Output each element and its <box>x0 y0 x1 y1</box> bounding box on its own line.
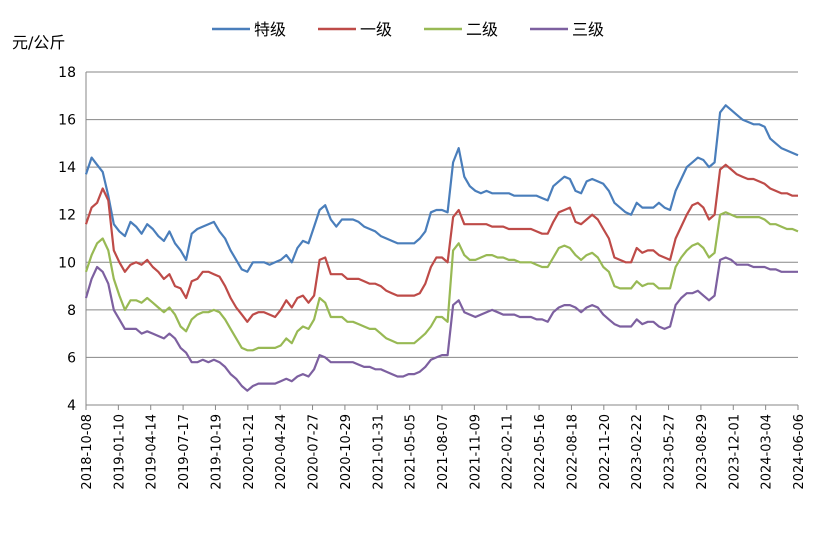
x-tick-label: 2023-02-22 <box>630 414 645 490</box>
legend: 特级 一级 二级 三级 <box>212 20 604 39</box>
y-tick-label: 4 <box>67 398 76 414</box>
legend-label: 特级 <box>254 20 286 39</box>
series-line-4 <box>84 256 798 392</box>
x-tick-label: 2018-10-08 <box>80 414 95 490</box>
x-tick-label: 2019-04-14 <box>145 414 160 490</box>
x-tick-label: 2024-06-06 <box>792 414 807 490</box>
series-line-3 <box>84 211 799 352</box>
x-tick-label: 2020-04-24 <box>274 414 289 490</box>
x-tick-label: 2022-08-18 <box>565 414 580 490</box>
x-tick-label: 2021-11-09 <box>468 414 483 490</box>
x-tick-label: 2022-11-20 <box>598 414 613 490</box>
grid-lines <box>86 71 798 358</box>
legend-label: 一级 <box>360 20 392 39</box>
data-series <box>84 104 799 392</box>
x-tick-label: 2023-12-01 <box>727 414 742 490</box>
x-tick-label: 2022-02-11 <box>501 414 516 490</box>
x-tick-label: 2021-05-05 <box>404 414 419 490</box>
series-line-2 <box>84 163 798 323</box>
x-tick-label: 2020-01-21 <box>242 414 257 490</box>
y-tick-label: 12 <box>58 208 76 224</box>
x-tick-label: 2022-05-16 <box>533 414 548 490</box>
series-line-1 <box>84 104 799 273</box>
x-tick-label: 2019-10-19 <box>209 414 224 490</box>
x-tick-label: 2021-01-31 <box>371 414 386 490</box>
y-tick-label: 18 <box>58 65 76 81</box>
x-tick-label: 2021-08-07 <box>436 414 451 490</box>
y-tick-label: 6 <box>67 350 76 366</box>
x-tick-label: 2019-01-10 <box>112 414 127 490</box>
x-tick-label: 2020-07-27 <box>307 414 322 490</box>
x-tick-label: 2023-05-27 <box>663 414 678 490</box>
y-tick-label: 14 <box>58 160 76 176</box>
x-tick-label: 2024-03-04 <box>760 414 775 490</box>
axes: 4 6 8 10 12 14 16 18 2018-10-08 2019-01-10 2019-04… <box>58 65 807 490</box>
y-tick-label: 16 <box>58 113 76 129</box>
y-axis-label: 元/公斤 <box>12 33 65 52</box>
x-tick-label: 2019-07-17 <box>177 414 192 490</box>
x-tick-label: 2023-08-29 <box>695 414 710 490</box>
legend-label: 三级 <box>572 20 604 39</box>
x-tick-label: 2020-10-29 <box>339 414 354 490</box>
legend-label: 二级 <box>466 20 498 39</box>
y-tick-label: 10 <box>58 255 76 271</box>
y-tick-label: 8 <box>67 303 76 319</box>
